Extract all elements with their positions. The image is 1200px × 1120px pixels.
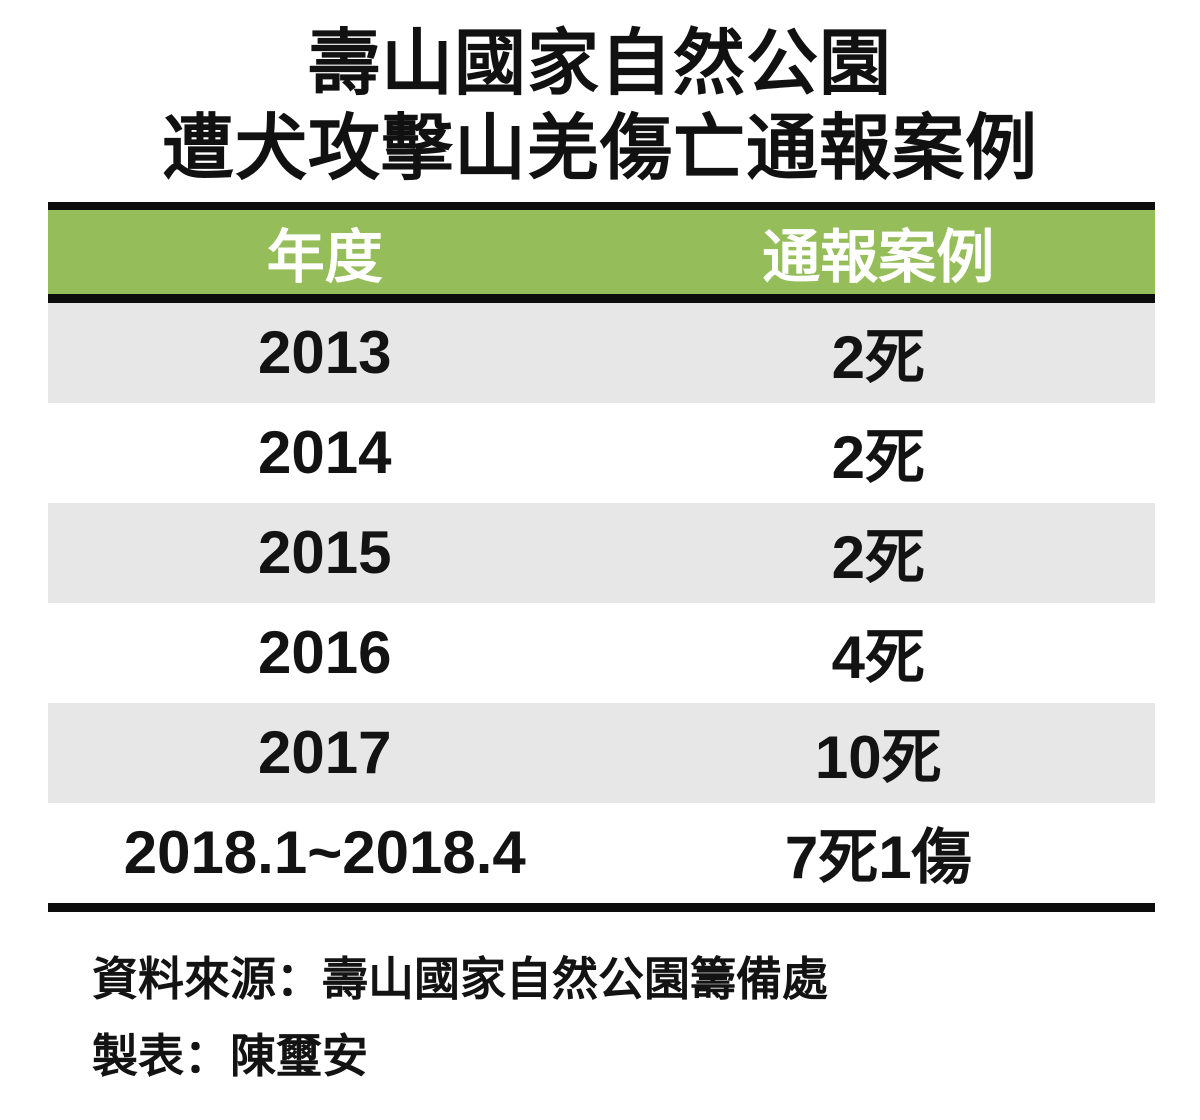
cases-cell: 4死 (831, 624, 925, 692)
year-cell: 2014 (258, 419, 392, 487)
cases-cell: 2死 (831, 424, 925, 492)
table-row: 2013 2死 (48, 302, 1155, 403)
year-cell: 2015 (258, 519, 392, 587)
year-cell: 2017 (258, 719, 392, 787)
year-cell: 2018.1~2018.4 (123, 819, 526, 887)
credit-note: 製表：陳璽安 (92, 1029, 368, 1082)
year-cell: 2013 (258, 319, 392, 387)
table-row: 2017 10死 (48, 702, 1155, 803)
table-row: 2014 2死 (48, 402, 1155, 503)
cases-table: 年度 通報案例 2013 2死 2014 2死 2015 2死 2016 4死 … (48, 201, 1155, 912)
cases-cell: 10死 (814, 724, 942, 792)
data-source-note: 資料來源：壽山國家自然公園籌備處 (92, 952, 828, 1005)
year-cell: 2016 (258, 619, 392, 687)
page-title: 壽山國家自然公園 遭犬攻擊山羌傷亡通報案例 (0, 0, 1200, 192)
page-title-line2: 遭犬攻擊山羌傷亡通報案例 (161, 108, 1038, 189)
footer: 資料來源：壽山國家自然公園籌備處 製表：陳璽安 (92, 956, 1200, 1079)
cases-cell: 2死 (831, 524, 925, 592)
table-row: 2015 2死 (48, 502, 1155, 603)
table-row: 2018.1~2018.4 7死1傷 (48, 802, 1155, 903)
column-header-year: 年度 (266, 224, 383, 290)
table-row: 2016 4死 (48, 602, 1155, 703)
column-header-cases: 通報案例 (762, 224, 995, 290)
page-title-line1: 壽山國家自然公園 (307, 24, 892, 104)
cases-cell: 2死 (831, 324, 925, 392)
cases-cell: 7死1傷 (784, 824, 972, 892)
table-header-row: 年度 通報案例 (48, 209, 1155, 303)
